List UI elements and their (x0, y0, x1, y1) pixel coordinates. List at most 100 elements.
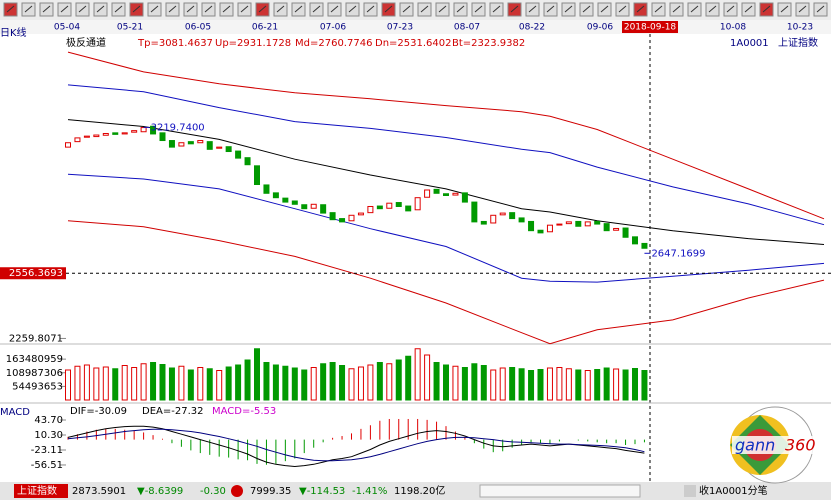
y-tick-label: 108987306 (6, 368, 63, 379)
volume-bar (405, 355, 412, 401)
tool-glyph[interactable] (564, 5, 573, 13)
tool-glyph[interactable] (312, 5, 321, 13)
candle-body (225, 146, 232, 153)
tool-glyph[interactable] (780, 5, 789, 13)
readout: Up=2931.1728 (215, 38, 291, 49)
volume-bar (225, 366, 232, 401)
tool-glyph[interactable] (690, 5, 699, 13)
tool-glyph[interactable] (96, 5, 105, 13)
tool-glyph[interactable] (330, 5, 339, 13)
tool-glyph[interactable] (258, 5, 267, 13)
volume-bar (112, 368, 119, 401)
tool-glyph[interactable] (168, 5, 177, 13)
tool-glyph[interactable] (222, 5, 231, 13)
scrollbar[interactable] (479, 484, 641, 498)
tool-glyph[interactable] (402, 5, 411, 13)
tool-glyph[interactable] (582, 5, 591, 13)
tool-glyph[interactable] (618, 5, 627, 13)
date-label: 10-08 (720, 23, 746, 33)
pct2: -1.41% (352, 486, 387, 497)
index-name[interactable]: 上证指数 (17, 484, 57, 497)
tool-glyph[interactable] (726, 5, 735, 13)
tool-glyph[interactable] (384, 5, 393, 13)
tool-glyph[interactable] (510, 5, 519, 13)
candle-body (348, 214, 355, 222)
date-label: 06-21 (252, 23, 278, 33)
volume-bar (320, 363, 327, 401)
y-tick-label: 2259.8071 (9, 333, 63, 344)
candle-body (187, 141, 194, 145)
candle-body (216, 146, 223, 149)
volume-bar (452, 365, 459, 401)
tool-glyph[interactable] (654, 5, 663, 13)
y-tick-label: 43.70 (34, 415, 63, 426)
volume-bar (272, 364, 279, 401)
volume-bar (443, 364, 449, 401)
tool-glyph[interactable] (348, 5, 357, 13)
tool-glyph[interactable] (294, 5, 303, 13)
annotation: 3219.7400 (151, 122, 205, 133)
date-label: 07-06 (320, 23, 346, 33)
y-tick-label: -23.11 (31, 445, 63, 456)
volume-bar (565, 368, 572, 401)
candle-body (112, 132, 119, 135)
tool-glyph[interactable] (60, 5, 69, 13)
tool-glyph[interactable] (204, 5, 213, 13)
tool-glyph[interactable] (816, 5, 825, 13)
volume-bar (357, 366, 364, 401)
tool-glyph[interactable] (6, 5, 15, 13)
tool-glyph[interactable] (762, 5, 771, 13)
candle-body (83, 135, 90, 138)
candle-body (140, 127, 147, 133)
dea-line (67, 428, 645, 462)
candle-body (452, 192, 459, 196)
tool-glyph[interactable] (132, 5, 141, 13)
candle-body (537, 229, 544, 234)
tool-glyph[interactable] (456, 5, 465, 13)
tool-glyph[interactable] (78, 5, 87, 13)
cursor-date-box (622, 21, 678, 33)
tool-glyph[interactable] (276, 5, 285, 13)
candle-body (471, 201, 478, 223)
tool-glyph[interactable] (744, 5, 753, 13)
tool-glyph[interactable] (420, 5, 429, 13)
tool-glyph[interactable] (546, 5, 555, 13)
volume-bar (490, 369, 497, 401)
tool-glyph[interactable] (42, 5, 51, 13)
candle-body (632, 236, 638, 245)
candle-body (235, 150, 242, 159)
status-button[interactable] (684, 485, 696, 497)
tool-glyph[interactable] (366, 5, 375, 13)
tool-glyph[interactable] (528, 5, 537, 13)
readout: MACD=-5.53 (212, 406, 276, 417)
index-tag[interactable] (14, 484, 68, 498)
macd-label: MACD (0, 407, 30, 418)
status-right[interactable]: 收1A0001分笔 (699, 484, 768, 497)
tool-glyph[interactable] (186, 5, 195, 13)
tool-glyph[interactable] (24, 5, 33, 13)
tool-glyph[interactable] (150, 5, 159, 13)
date-label: 08-22 (519, 23, 545, 33)
date-label: 05-21 (117, 23, 143, 33)
candle-body (395, 202, 402, 207)
tool-glyph[interactable] (492, 5, 501, 13)
candle-body (301, 204, 308, 210)
volume-bar (187, 369, 194, 401)
volume-bar (641, 370, 648, 401)
volume-bar (480, 365, 487, 401)
tool-glyph[interactable] (600, 5, 609, 13)
candle-body (490, 214, 497, 224)
tool-glyph[interactable] (438, 5, 447, 13)
tool-glyph[interactable] (798, 5, 807, 13)
tool-glyph[interactable] (708, 5, 717, 13)
volume-bar (254, 348, 260, 401)
volume-bar (594, 369, 601, 401)
tool-glyph[interactable] (672, 5, 681, 13)
tool-glyph[interactable] (240, 5, 249, 13)
index-change: ▼-8.6399 (137, 486, 183, 497)
tool-glyph[interactable] (474, 5, 483, 13)
date-label: 09-06 (587, 23, 613, 33)
tool-glyph[interactable] (636, 5, 645, 13)
tool-glyph[interactable] (114, 5, 123, 13)
status-icon[interactable] (231, 485, 243, 497)
